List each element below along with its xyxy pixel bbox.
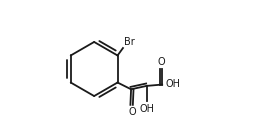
- Text: O: O: [157, 57, 165, 67]
- Text: O: O: [129, 107, 136, 117]
- Text: Br: Br: [124, 37, 134, 47]
- Text: OH: OH: [139, 104, 154, 114]
- Text: OH: OH: [166, 79, 181, 89]
